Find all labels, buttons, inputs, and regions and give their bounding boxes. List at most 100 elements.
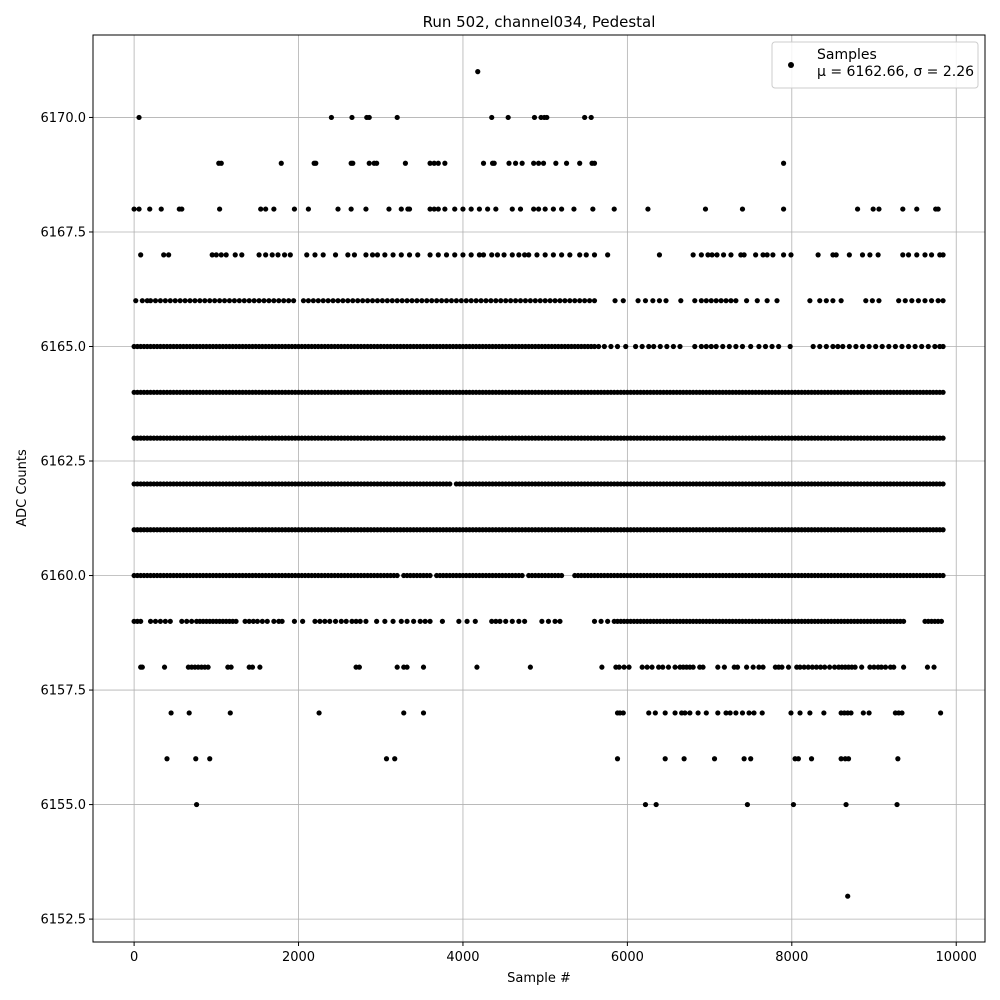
data-point [764,298,770,304]
data-point [870,206,876,212]
data-point [664,343,670,350]
data-point [480,252,487,258]
data-point [369,252,376,258]
data-point [172,298,178,304]
data-point [601,343,607,350]
data-point [263,252,269,258]
x-tick-label: 2000 [282,950,315,965]
data-point [875,252,881,258]
data-point [892,343,898,350]
data-point [922,298,928,304]
data-point [915,298,922,304]
data-point [207,756,213,762]
data-point [402,160,409,166]
data-point [605,252,611,258]
data-point [780,206,787,212]
data-point [901,618,907,624]
data-point [464,618,470,624]
data-point [415,252,421,258]
data-point [550,252,556,258]
data-point [605,618,611,624]
data-point [623,343,629,350]
data-point [848,710,854,716]
data-point [894,801,900,808]
data-point [251,298,257,304]
data-point [531,160,537,166]
data-point [179,206,185,212]
data-point [743,664,750,670]
data-point [483,298,489,304]
data-point [527,664,533,670]
data-point [540,160,547,166]
y-tick-label: 6160.0 [41,569,87,584]
data-point [157,298,164,304]
data-point [193,756,199,762]
data-point [769,343,775,350]
data-point [242,618,248,624]
data-point [644,664,650,670]
data-point [733,343,739,350]
data-point [639,664,645,670]
data-point [692,343,698,350]
data-point [746,710,752,716]
data-point [259,618,265,624]
data-point [553,160,559,166]
data-point [468,298,474,304]
data-point [919,343,925,350]
data-point [434,298,440,304]
data-point [218,252,224,258]
data-point [905,343,912,350]
data-point [374,618,380,624]
data-point [756,343,762,350]
data-point [366,160,372,166]
data-point [328,114,335,121]
data-point [567,252,573,258]
chart-title: Run 502, channel034, Pedestal [423,13,656,31]
data-point [509,206,515,212]
data-point [497,618,503,624]
data-point [357,618,363,624]
data-point [591,618,598,624]
data-point [310,298,316,304]
data-point [876,206,882,212]
data-point [394,572,400,579]
data-point [635,298,641,304]
data-point [157,618,164,624]
data-point [656,252,663,258]
data-point [586,298,593,304]
data-point [508,298,514,304]
data-point [417,618,423,624]
data-point [809,664,815,670]
data-point [544,114,550,121]
data-point [468,252,474,258]
data-point [335,298,341,304]
data-point [779,664,785,670]
data-point [831,664,838,670]
data-point [401,710,407,716]
data-point [545,618,552,624]
data-point [656,298,663,304]
data-point [192,298,198,304]
data-point [374,252,381,258]
data-point [591,298,598,304]
data-point [846,252,852,258]
data-point [458,298,464,304]
data-point [290,298,297,304]
data-point [189,618,195,624]
data-point [313,160,319,166]
data-point [642,298,649,304]
data-point [322,618,328,624]
data-point [360,298,366,304]
data-point [639,343,645,350]
data-point [363,252,369,258]
data-point [184,618,190,624]
data-point [535,206,542,212]
data-point [519,572,525,579]
data-point [384,298,390,304]
data-point [759,710,765,716]
data-point [940,572,946,579]
data-point [345,298,351,304]
data-point [278,160,284,166]
data-point [473,298,479,304]
data-point [452,252,458,258]
